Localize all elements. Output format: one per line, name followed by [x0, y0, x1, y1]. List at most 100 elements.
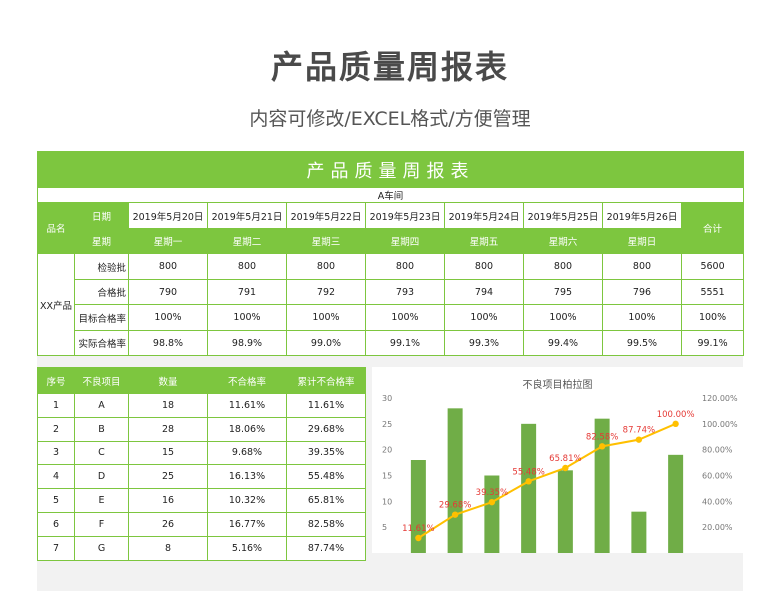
cell-rate: 16.77% — [207, 511, 287, 537]
cell-qty: 16 — [128, 488, 208, 513]
col-header-rate: 不合格率 — [207, 367, 287, 394]
qualified-cell: 792 — [286, 279, 366, 305]
cell-item: E — [74, 488, 129, 513]
date-header: 日期 — [74, 202, 129, 229]
left-axis-tick-label: 10 — [382, 497, 392, 506]
cell-qty: 15 — [128, 440, 208, 466]
weekday-header: 星期 — [74, 228, 129, 254]
right-axis-tick-label: 100.00% — [702, 420, 738, 429]
cell-cumulative: 65.81% — [286, 488, 366, 513]
table-row: 4 D 25 16.13% 55.48% — [37, 464, 366, 490]
cell-item: F — [74, 511, 129, 537]
weekday-cell: 星期六 — [523, 228, 603, 254]
cell-cumulative: 29.68% — [286, 416, 366, 442]
weekday-cell: 星期三 — [286, 228, 366, 254]
cumulative-point — [672, 420, 679, 428]
cell-item: G — [74, 535, 129, 561]
pareto-bar — [410, 460, 426, 553]
pareto-bar — [484, 475, 500, 553]
cell-item: A — [74, 393, 129, 418]
target-rate-cell: 100% — [444, 304, 524, 331]
cell-item: B — [74, 416, 129, 442]
cumulative-point — [598, 443, 606, 450]
inspected-cell: 800 — [523, 253, 603, 280]
row-label-qualified: 合格批 — [74, 279, 129, 305]
weekday-cell: 星期五 — [444, 228, 524, 254]
pareto-bar — [668, 454, 684, 553]
cell-qty: 28 — [128, 416, 208, 442]
cell-cumulative: 82.58% — [286, 511, 366, 537]
right-axis-tick-label: 80.00% — [702, 446, 733, 455]
chart-title: 不良项目柏拉图 — [522, 380, 593, 391]
left-axis-tick-label: 5 — [382, 523, 387, 532]
cumulative-data-label: 55.48% — [512, 467, 544, 477]
cell-no: 1 — [37, 393, 75, 418]
cumulative-point — [415, 534, 422, 542]
cumulative-point — [562, 464, 569, 472]
cell-no: 5 — [37, 488, 75, 513]
pareto-chart: 不良项目柏拉图 5 10 15 20 25 30 20.00% 40.00% 60.00% 80.… — [372, 367, 743, 553]
cumulative-point — [635, 436, 643, 443]
left-axis-tick-label: 15 — [382, 472, 392, 481]
total-header: 合计 — [680, 202, 745, 254]
row-label-target-rate: 目标合格率 — [74, 304, 129, 331]
cumulative-line — [417, 422, 677, 539]
cell-item: C — [74, 440, 129, 466]
qualified-cell: 790 — [128, 279, 208, 305]
qualified-cell: 791 — [207, 279, 287, 305]
table-row: 7 G 8 5.16% 87.74% — [37, 535, 366, 561]
right-axis-tick-label: 120.00% — [702, 394, 738, 403]
date-cell: 2019年5月21日 — [207, 202, 287, 229]
actual-rate-cell: 99.1% — [365, 330, 445, 356]
cell-cumulative: 11.61% — [286, 393, 366, 418]
workshop-label: A车间 — [36, 187, 745, 203]
page-subtitle: 内容可修改/EXCEL格式/方便管理 — [249, 108, 531, 130]
actual-rate-total: 99.1% — [680, 330, 745, 356]
actual-rate-cell: 99.0% — [286, 330, 366, 356]
target-rate-cell: 100% — [286, 304, 366, 331]
cell-cumulative: 87.74% — [286, 535, 366, 561]
weekday-cell: 星期二 — [207, 228, 287, 254]
pareto-bar — [594, 418, 610, 553]
weekday-cell: 星期四 — [365, 228, 445, 254]
page-title: 产品质量周报表 — [270, 48, 509, 86]
pareto-bar — [557, 470, 573, 553]
cell-no: 7 — [37, 535, 75, 561]
cell-cumulative: 55.48% — [286, 464, 366, 490]
inspected-cell: 800 — [128, 253, 208, 280]
weekday-cell: 星期日 — [602, 228, 682, 254]
cell-qty: 18 — [128, 393, 208, 418]
col-header-item: 不良项目 — [74, 367, 129, 394]
pareto-bar — [631, 511, 647, 553]
cell-rate: 18.06% — [207, 416, 287, 442]
actual-rate-cell: 99.4% — [523, 330, 603, 356]
actual-rate-cell: 98.8% — [128, 330, 208, 356]
date-cell: 2019年5月23日 — [365, 202, 445, 229]
cell-no: 4 — [37, 464, 75, 490]
qualified-cell: 795 — [523, 279, 603, 305]
cumulative-data-label: 29.68% — [439, 501, 471, 511]
actual-rate-cell: 98.9% — [207, 330, 287, 356]
date-cell: 2019年5月25日 — [523, 202, 603, 229]
date-cell: 2019年5月22日 — [286, 202, 366, 229]
cell-rate: 16.13% — [207, 464, 287, 490]
target-rate-cell: 100% — [602, 304, 682, 331]
row-label-inspected: 检验批 — [74, 253, 129, 280]
inspected-cell: 800 — [286, 253, 366, 280]
qualified-cell: 793 — [365, 279, 445, 305]
weekday-cell: 星期一 — [128, 228, 208, 254]
target-rate-cell: 100% — [365, 304, 445, 331]
date-cell: 2019年5月20日 — [128, 202, 208, 229]
right-axis-tick-label: 60.00% — [702, 472, 733, 481]
cumulative-data-label: 39.35% — [476, 488, 508, 498]
table-row: 5 E 16 10.32% 65.81% — [37, 488, 366, 513]
cumulative-point — [488, 498, 496, 506]
qualified-cell: 796 — [602, 279, 682, 305]
qualified-total: 5551 — [680, 279, 745, 305]
cell-no: 6 — [37, 511, 75, 537]
target-rate-cell: 100% — [128, 304, 208, 331]
cumulative-data-label: 11.61% — [402, 524, 434, 534]
cumulative-point — [451, 511, 459, 518]
actual-rate-cell: 99.3% — [444, 330, 524, 356]
right-axis-tick-label: 20.00% — [702, 523, 733, 532]
